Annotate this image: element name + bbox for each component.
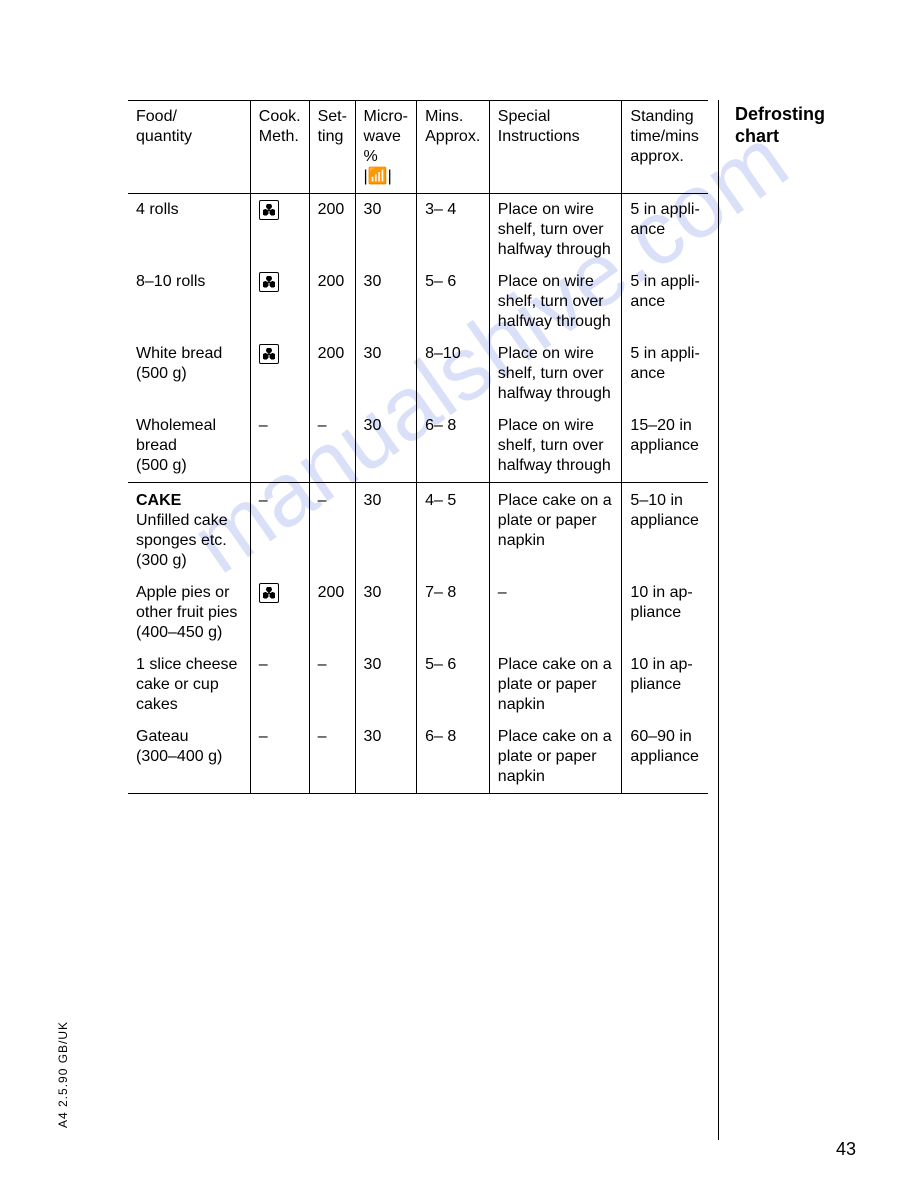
cell-instructions: Place cake on a plate or paper napkin — [489, 649, 622, 721]
cell-microwave: 30 — [355, 266, 417, 338]
table-body: 4 rolls200303– 4Place on wire shelf, tur… — [128, 194, 708, 794]
page-number: 43 — [836, 1139, 856, 1160]
cell-mins: 8–10 — [417, 338, 490, 410]
table-row: 1 slice cheese cake or cup cakes––305– 6… — [128, 649, 708, 721]
cell-food: Wholemeal bread (500 g) — [128, 410, 250, 483]
cell-standing: 10 in ap- pliance — [622, 577, 708, 649]
defrost-table: Food/ quantity Cook. Meth. Set- ting Mic… — [128, 100, 708, 794]
cell-setting: 200 — [309, 577, 355, 649]
table-row: Apple pies or other fruit pies (400–450 … — [128, 577, 708, 649]
cell-method: – — [250, 483, 309, 578]
cell-food: Apple pies or other fruit pies (400–450 … — [128, 577, 250, 649]
cell-setting: – — [309, 410, 355, 483]
page: manualshive.com Defrosting chart Food/ q… — [0, 0, 918, 1188]
cell-microwave: 30 — [355, 410, 417, 483]
fan-oven-icon — [259, 272, 279, 292]
cell-food: 4 rolls — [128, 194, 250, 267]
cell-method — [250, 266, 309, 338]
cell-microwave: 30 — [355, 721, 417, 794]
cell-standing: 10 in ap- pliance — [622, 649, 708, 721]
defrost-table-container: Food/ quantity Cook. Meth. Set- ting Mic… — [128, 100, 708, 794]
cell-setting: – — [309, 721, 355, 794]
cell-microwave: 30 — [355, 483, 417, 578]
cell-method — [250, 194, 309, 267]
cell-method — [250, 577, 309, 649]
cell-microwave: 30 — [355, 649, 417, 721]
cell-instructions: Place cake on a plate or paper napkin — [489, 483, 622, 578]
cell-method: – — [250, 649, 309, 721]
cell-food: Gateau (300–400 g) — [128, 721, 250, 794]
cell-standing: 5 in appli- ance — [622, 338, 708, 410]
col-header-mins: Mins. Approx. — [417, 101, 490, 194]
cell-standing: 5 in appli- ance — [622, 266, 708, 338]
cell-method: – — [250, 721, 309, 794]
col-header-setting: Set- ting — [309, 101, 355, 194]
col-header-food: Food/ quantity — [128, 101, 250, 194]
cell-instructions: Place on wire shelf, turn over halfway t… — [489, 194, 622, 267]
cell-food: 8–10 rolls — [128, 266, 250, 338]
cell-standing: 5–10 in appliance — [622, 483, 708, 578]
cell-standing: 15–20 in appliance — [622, 410, 708, 483]
table-row: Gateau (300–400 g)––306– 8Place cake on … — [128, 721, 708, 794]
cell-instructions: Place on wire shelf, turn over halfway t… — [489, 410, 622, 483]
cell-setting: 200 — [309, 338, 355, 410]
cell-mins: 5– 6 — [417, 266, 490, 338]
cell-mins: 6– 8 — [417, 721, 490, 794]
cell-mins: 5– 6 — [417, 649, 490, 721]
side-vertical-rule — [718, 100, 719, 1140]
spine-text: A4 2.5.90 GB/UK — [56, 1021, 70, 1128]
side-title-line2: chart — [735, 126, 779, 146]
cell-instructions: Place on wire shelf, turn over halfway t… — [489, 338, 622, 410]
section-title: CAKE — [136, 492, 181, 509]
cell-food: 1 slice cheese cake or cup cakes — [128, 649, 250, 721]
cell-setting: – — [309, 483, 355, 578]
col-header-standing: Standing time/mins approx. — [622, 101, 708, 194]
cell-mins: 3– 4 — [417, 194, 490, 267]
cell-standing: 60–90 in appliance — [622, 721, 708, 794]
cell-setting: 200 — [309, 194, 355, 267]
fan-oven-icon — [259, 200, 279, 220]
cell-microwave: 30 — [355, 194, 417, 267]
cell-standing: 5 in appli- ance — [622, 194, 708, 267]
col-header-method: Cook. Meth. — [250, 101, 309, 194]
cell-setting: 200 — [309, 266, 355, 338]
fan-oven-icon — [259, 583, 279, 603]
cell-mins: 4– 5 — [417, 483, 490, 578]
cell-mins: 7– 8 — [417, 577, 490, 649]
table-row: 8–10 rolls 200305– 6Place on wire shelf, … — [128, 266, 708, 338]
table-row: CAKEUnfilled cake sponges etc. (300 g)––… — [128, 483, 708, 578]
cell-method: – — [250, 410, 309, 483]
cell-setting: – — [309, 649, 355, 721]
side-title: Defrosting chart — [735, 104, 825, 147]
cell-microwave: 30 — [355, 577, 417, 649]
table-row: 4 rolls 200303– 4Place on wire shelf, tur… — [128, 194, 708, 267]
col-header-microwave: Micro- wave % |📶| — [355, 101, 417, 194]
cell-method — [250, 338, 309, 410]
table-row: White bread (500 g) 200308–10Place on wir… — [128, 338, 708, 410]
cell-microwave: 30 — [355, 338, 417, 410]
table-row: Wholemeal bread (500 g)––306– 8Place on … — [128, 410, 708, 483]
cell-food: CAKEUnfilled cake sponges etc. (300 g) — [128, 483, 250, 578]
cell-food: White bread (500 g) — [128, 338, 250, 410]
cell-mins: 6– 8 — [417, 410, 490, 483]
cell-instructions: – — [489, 577, 622, 649]
fan-oven-icon — [259, 344, 279, 364]
table-head: Food/ quantity Cook. Meth. Set- ting Mic… — [128, 101, 708, 194]
side-title-line1: Defrosting — [735, 104, 825, 124]
col-header-instructions: Special Instructions — [489, 101, 622, 194]
cell-instructions: Place cake on a plate or paper napkin — [489, 721, 622, 794]
cell-instructions: Place on wire shelf, turn over halfway t… — [489, 266, 622, 338]
